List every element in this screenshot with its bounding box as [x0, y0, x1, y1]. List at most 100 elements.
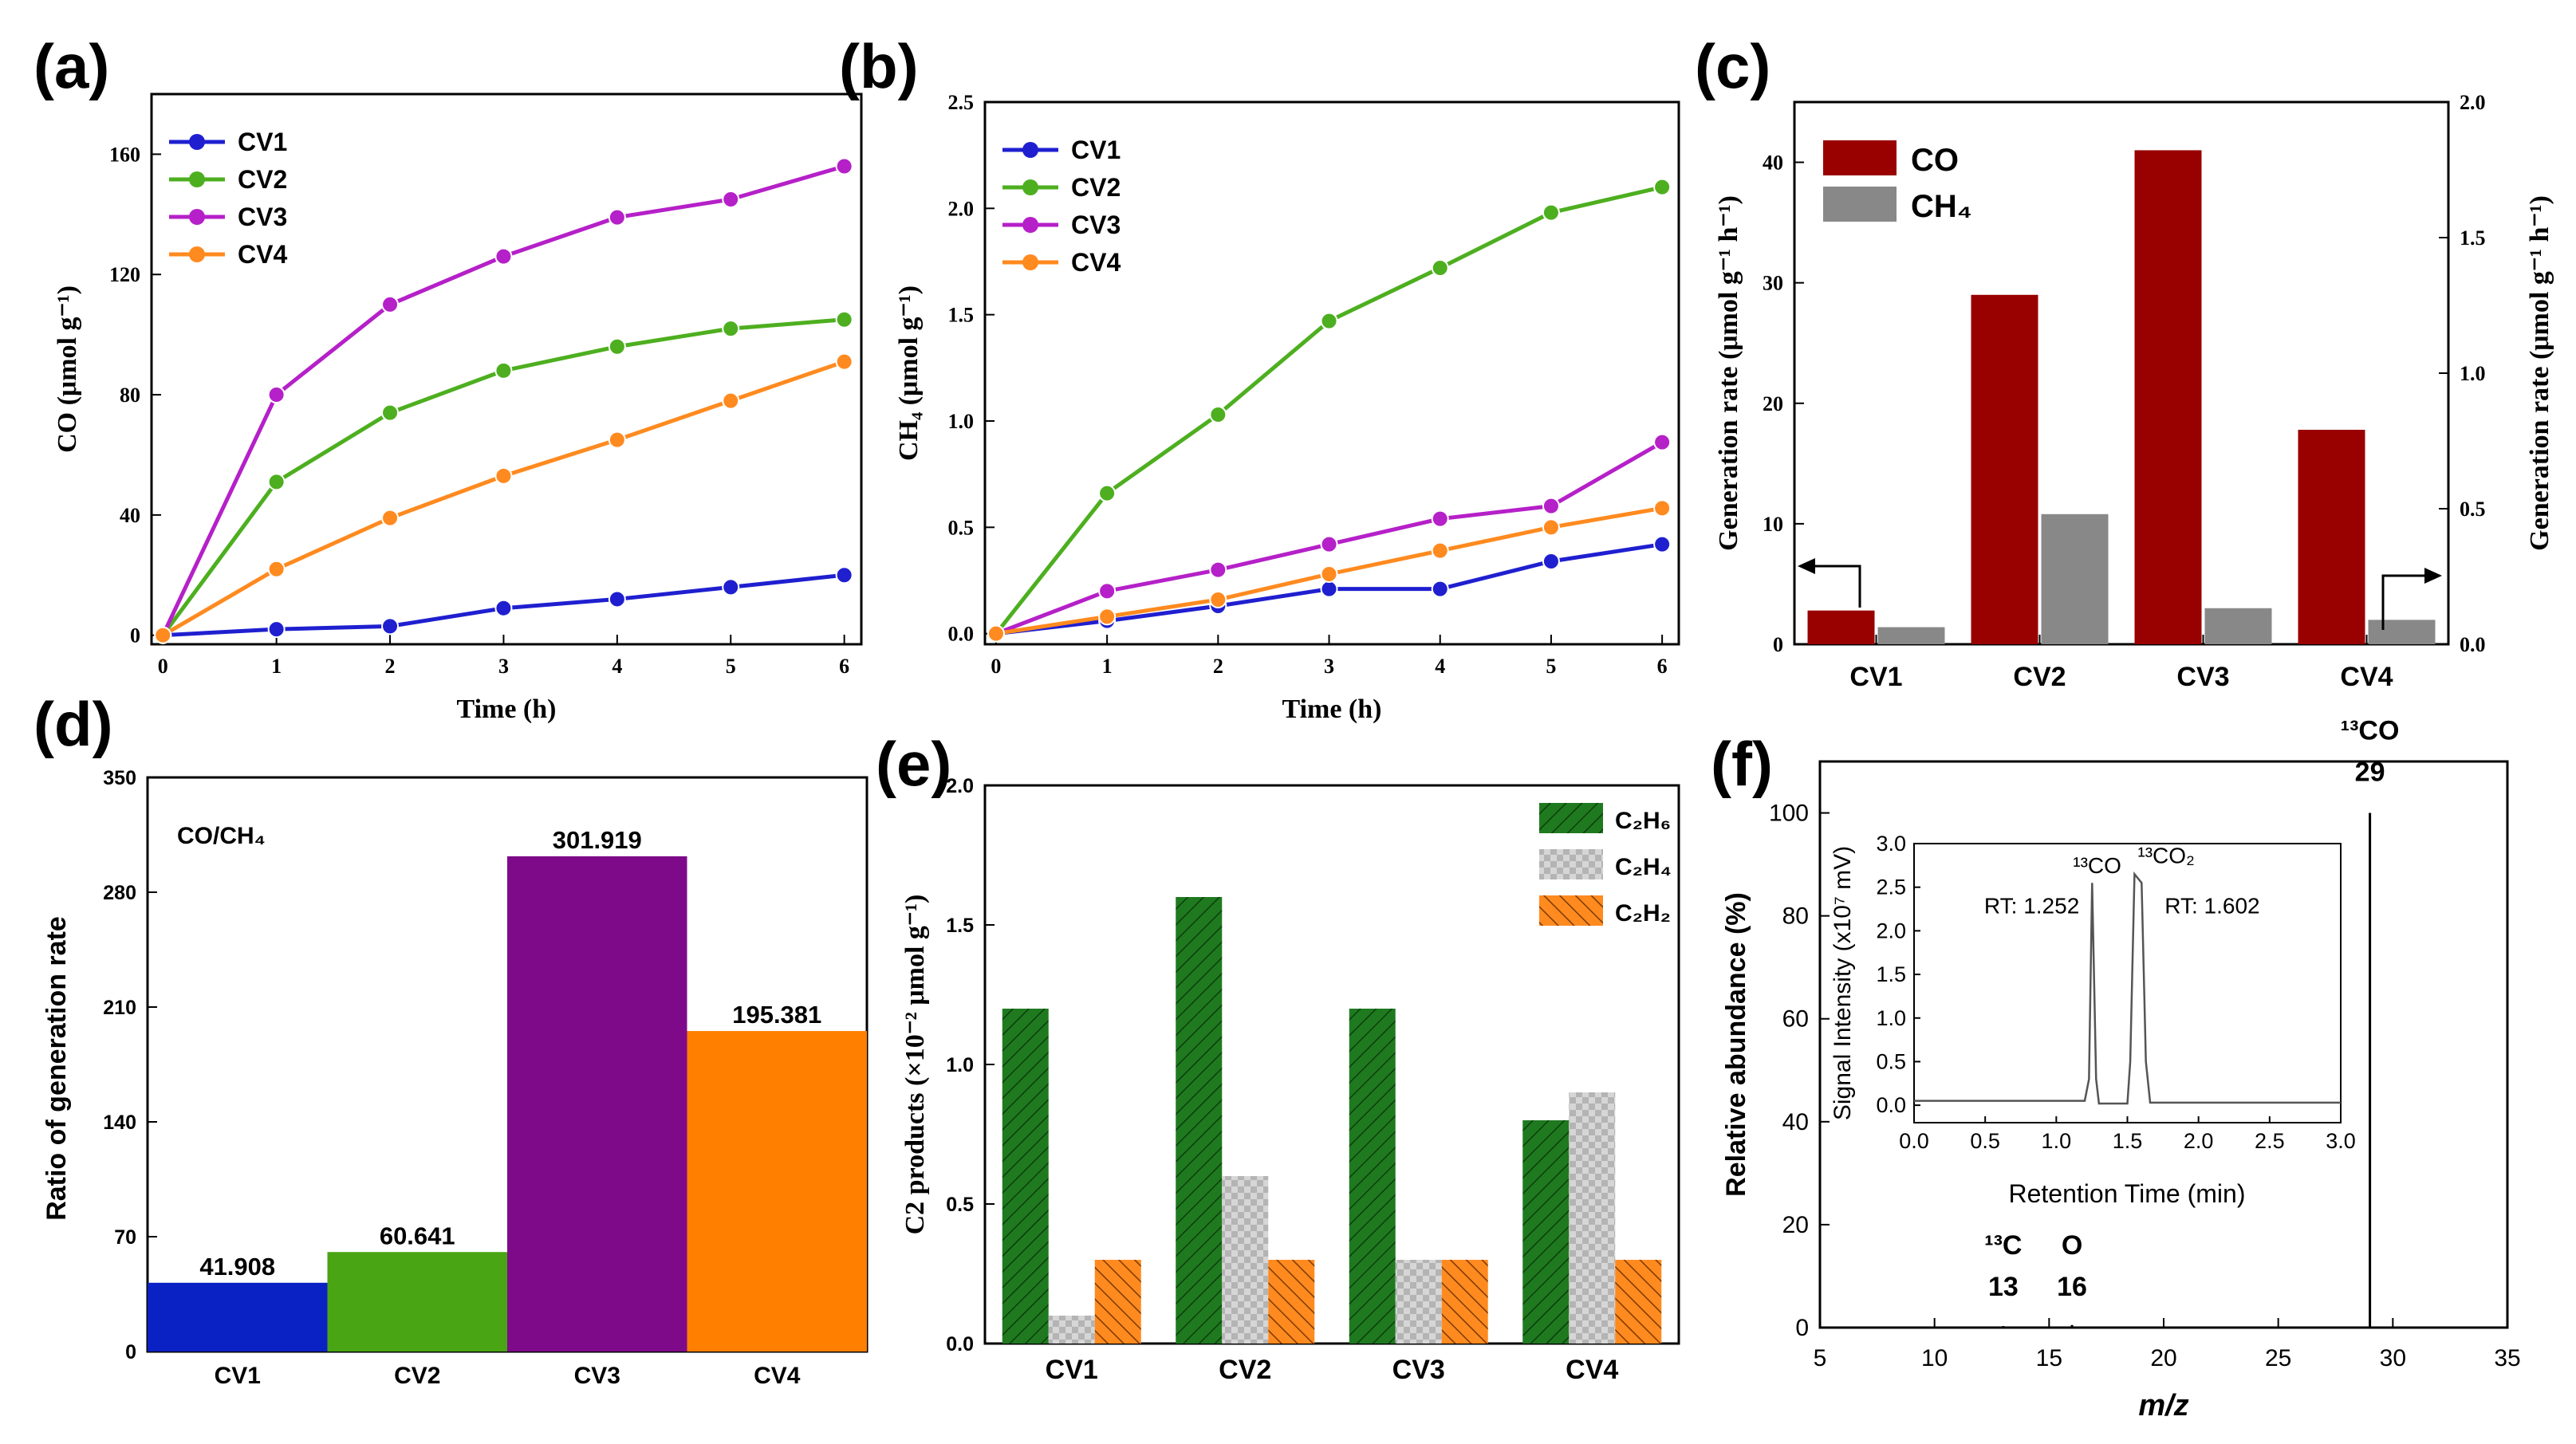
- legend-label: CV1: [1071, 136, 1121, 164]
- data-point-cv4: [494, 466, 513, 485]
- x-tick-label: CV1: [1046, 1355, 1098, 1385]
- data-point-cv3: [608, 208, 626, 226]
- x-tick-label: CV4: [754, 1363, 801, 1389]
- bar-value-label: 60.641: [380, 1222, 455, 1249]
- x-tick-label: CV3: [1392, 1355, 1445, 1385]
- x-tick-label: CV4: [1566, 1355, 1618, 1385]
- x-tick-label: 3: [1324, 655, 1334, 678]
- legend-swatch: [1823, 140, 1897, 175]
- data-point-cv3: [381, 295, 400, 313]
- data-point-cv1: [494, 599, 513, 617]
- axis-ticks: 0 70 140 210 280 350 CV1 CV2 CV3 CV4: [103, 767, 800, 1389]
- panel-a: (a) 0 1 2 3 4 5 6 0 40 80 120 160 CV1 CV2 CV3 CV4 Time…: [33, 31, 863, 724]
- data-point-cv3: [1320, 535, 1338, 553]
- x-tick-label: 3: [498, 655, 509, 678]
- legend: CV1 CV2 CV3 CV4: [169, 128, 287, 269]
- data-point-cv2: [381, 403, 400, 422]
- left-axis-arrow: [1798, 558, 1861, 608]
- bar-cv2-s0: [1176, 897, 1223, 1344]
- data-point-cv2: [608, 337, 626, 356]
- data-point-cv3: [267, 386, 286, 404]
- axis-ticks: 0.0 0.5 1.0 1.5 2.0 CV1 CV2 CV3 CV4: [946, 775, 1618, 1385]
- inset-x-tick-label: 0.0: [1899, 1129, 1929, 1153]
- data-point-cv3: [494, 247, 513, 266]
- bar-cv3-s0: [1349, 1009, 1396, 1344]
- legend-label: CH₄: [1911, 189, 1972, 224]
- axis-ticks: 5 10 15 20 25 30 35 0 20 40 60 80 100: [1769, 801, 2521, 1371]
- ms-peak-species: O: [2062, 1230, 2082, 1261]
- legend-marker: [189, 246, 205, 262]
- y-tick-label: 350: [103, 767, 136, 789]
- y-axis-label-right: Generation rate (μmol g⁻¹ h⁻¹): [2525, 195, 2554, 551]
- x-tick-label: 5: [1546, 655, 1556, 678]
- y-tick-label-left: 30: [1763, 272, 1783, 295]
- y-axis-label: C2 products (×10⁻² μmol g⁻¹): [900, 895, 930, 1235]
- data-point-cv3: [722, 190, 740, 208]
- panel-c: (c) 0 10 20 30 40 0.0 0.5 1.0 1.5 2.0 CV1 CV2 CV3 CV4…: [1695, 31, 2554, 692]
- legend-swatch: [1823, 187, 1897, 222]
- bar-cv2: [327, 1252, 507, 1352]
- series-points: [987, 178, 1672, 643]
- data-point-cv4: [381, 509, 400, 527]
- legend-label: CV1: [238, 128, 287, 156]
- data-point-cv2: [1209, 406, 1227, 423]
- inset-y-tick-label: 0.5: [1876, 1049, 1906, 1073]
- x-tick-label: 2: [385, 655, 396, 678]
- y-tick-label: 0.0: [948, 623, 975, 646]
- legend-label: CV3: [1071, 211, 1121, 239]
- legend-label: C₂H₄: [1615, 854, 1672, 880]
- panel-label: (a): [33, 31, 109, 101]
- data-point-cv4: [835, 352, 853, 371]
- legend: CO CH₄: [1823, 140, 1972, 224]
- bar-cv4-s1: [1569, 1092, 1616, 1344]
- inset-y-tick-label: 1.0: [1876, 1006, 1906, 1030]
- bar-cv4-s2: [1615, 1260, 1662, 1344]
- x-tick-label: 2: [1213, 655, 1223, 678]
- legend-marker: [1022, 179, 1038, 195]
- bars: 41.908 60.641 301.919 195.381: [148, 826, 867, 1352]
- inset-y-tick-label: 2.5: [1876, 875, 1906, 899]
- legend: C₂H₆ C₂H₄ C₂H₂: [1539, 803, 1672, 927]
- x-tick-label: 10: [1921, 1345, 1948, 1371]
- right-axis-arrow: [2381, 568, 2442, 630]
- panel-d: (d) 0 70 140 210 280 350 CV1 CV2 CV3 CV4 41.908 60…: [33, 689, 869, 1389]
- x-tick-label: 0: [158, 655, 168, 678]
- bar-ch4: [1877, 627, 1945, 644]
- x-tick-label: 0: [991, 655, 1001, 678]
- legend-marker: [1022, 217, 1038, 233]
- data-point-cv4: [722, 391, 740, 410]
- bar-cv3: [507, 856, 687, 1352]
- axis-ticks: 0 10 20 30 40 0.0 0.5 1.0 1.5 2.0 CV1 CV2 CV3 CV4: [1763, 91, 2486, 692]
- data-point-cv2: [1542, 203, 1560, 222]
- y-axis-label: CH₄ (μmol g⁻¹): [894, 285, 924, 461]
- inset-chromatogram-line: [1914, 871, 2341, 1105]
- x-tick-label: 15: [2036, 1345, 2062, 1371]
- data-point-cv1: [722, 578, 740, 596]
- data-point-cv1: [1653, 535, 1672, 553]
- data-point-cv2: [267, 473, 286, 491]
- y-tick-label: 1.0: [948, 410, 975, 433]
- data-point-cv1: [267, 620, 286, 639]
- bars: [1807, 150, 2436, 644]
- y-tick-label: 120: [109, 263, 140, 286]
- y-tick-label-left: 40: [1763, 151, 1783, 175]
- y-axis-label-left: Generation rate (μmol g⁻¹ h⁻¹): [1714, 195, 1743, 551]
- legend-marker: [1022, 142, 1038, 158]
- bar-cv3-s2: [1441, 1260, 1488, 1344]
- y-tick-label-right: 0.0: [2460, 633, 2486, 656]
- inset-peak-rt: RT: 1.252: [1984, 894, 2079, 919]
- bar-cv1-s1: [1048, 1316, 1095, 1344]
- y-axis-label: CO (μmol g⁻¹): [53, 285, 82, 453]
- x-tick-label: CV1: [215, 1363, 261, 1389]
- panel-label: (b): [839, 31, 919, 101]
- y-tick-label-left: 20: [1763, 392, 1783, 415]
- ms-peak-species: ¹³CO: [2341, 716, 2400, 746]
- inset-x-tick-label: 1.0: [2042, 1129, 2072, 1153]
- y-tick-label: 0.0: [946, 1333, 974, 1355]
- data-point-cv1: [1542, 553, 1560, 570]
- panel-label: (f): [1711, 729, 1773, 799]
- y-tick-label-right: 0.5: [2460, 498, 2486, 521]
- data-point-cv3: [835, 157, 853, 175]
- plot-frame: [150, 92, 863, 646]
- y-tick-label: 140: [103, 1112, 136, 1134]
